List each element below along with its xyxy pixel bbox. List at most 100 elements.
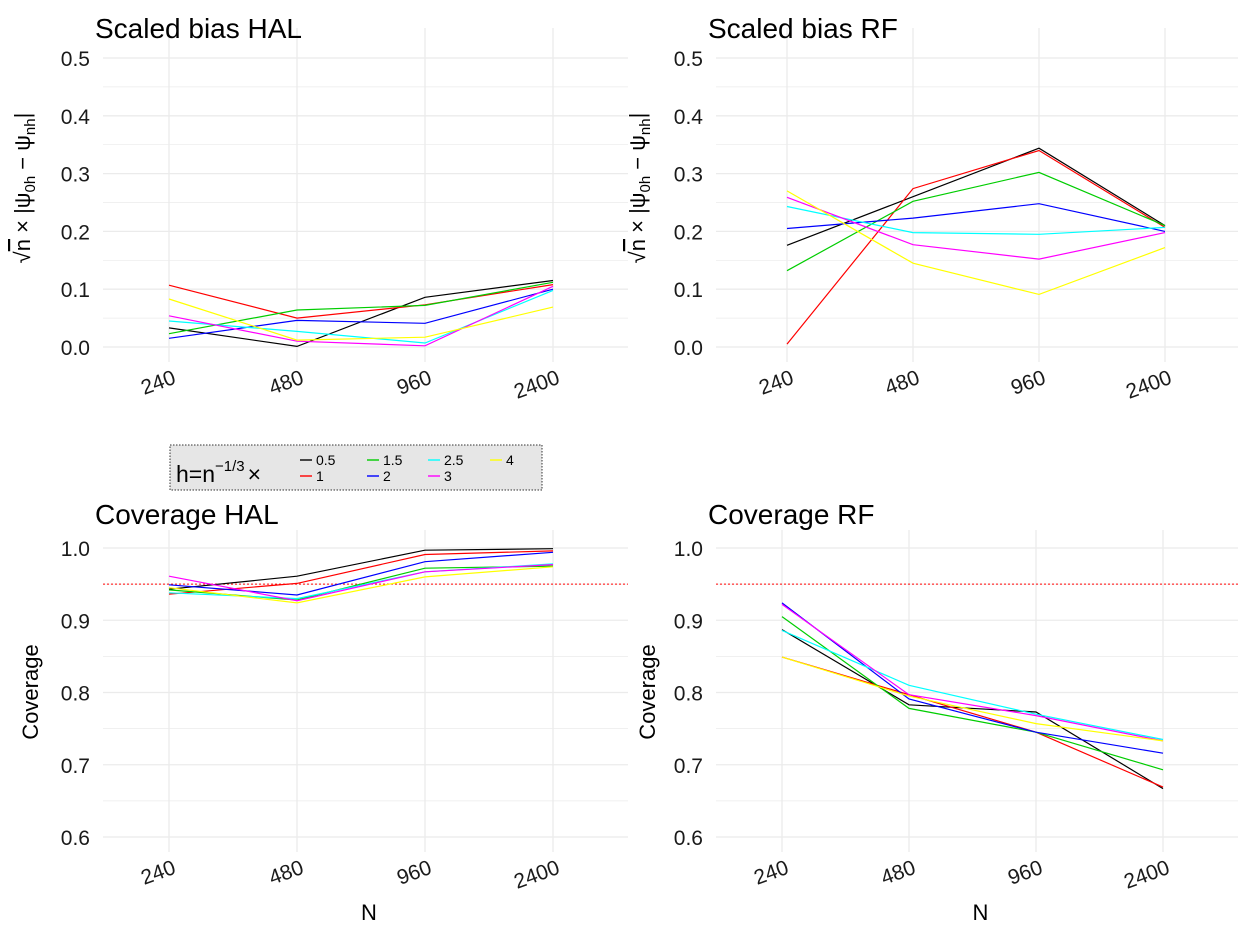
legend-entries: 0.51 1.52 2.53 4 — [300, 452, 514, 484]
series-line-2 — [786, 203, 1166, 232]
series-line-2 — [781, 602, 1164, 754]
svg-text:√n × |ψ0h − ψnh|: √n × |ψ0h − ψnh| — [625, 113, 654, 264]
series-line-2-5 — [781, 629, 1164, 741]
y-tick-label: 0.8 — [61, 683, 90, 706]
series-line-1 — [781, 656, 1164, 788]
series-line-1-5 — [781, 616, 1164, 771]
panel-scaled-bias-rf: 0.0 0.1 0.2 0.3 0.4 0.5 240 480 960 2400 Scaled bi… — [625, 13, 1238, 404]
y-tick-label: 0.0 — [61, 337, 90, 360]
series-line-3 — [786, 196, 1166, 260]
legend-label: 4 — [506, 452, 514, 468]
legend-entry-2: 2 — [367, 468, 391, 484]
series-line-3 — [168, 564, 554, 602]
panel-scaled-bias-hal: 0.0 0.1 0.2 0.3 0.4 0.5 240 480 960 2400 Scaled bi… — [10, 13, 628, 404]
x-tick-label: 2400 — [1121, 856, 1173, 894]
x-tick-label: 240 — [751, 856, 792, 890]
series-line-2 — [168, 551, 554, 596]
panel-coverage-hal: 0.6 0.7 0.8 0.9 1.0 240 480 960 2400 Coverage HAL… — [18, 499, 628, 925]
x-axis-title: N — [973, 900, 989, 925]
x-tick-label: 240 — [138, 856, 179, 890]
gridlines — [103, 530, 628, 852]
y-tick-label: 0.1 — [674, 279, 703, 302]
x-tick-label: 480 — [878, 856, 919, 890]
series-line-4 — [168, 566, 554, 604]
y-tick-label: 0.3 — [674, 164, 703, 187]
legend-title-times: × — [248, 461, 261, 487]
x-tick-label: 960 — [1008, 366, 1049, 400]
series-line-4 — [786, 190, 1166, 296]
legend-label: 1.5 — [383, 452, 403, 468]
y-axis-title: Coverage — [18, 644, 43, 739]
x-axis-title: N — [361, 900, 377, 925]
svg-text:√n × |ψ0h − ψnh|: √n × |ψ0h − ψnh| — [10, 113, 39, 264]
series-line-3 — [168, 285, 554, 347]
y-tick-label: 0.3 — [61, 164, 90, 187]
x-tick-label: 480 — [266, 366, 307, 400]
panel-title: Coverage RF — [708, 499, 875, 530]
panel-title: Scaled bias RF — [708, 13, 898, 44]
y-tick-label: 0.5 — [674, 48, 703, 71]
x-tick-label: 2400 — [511, 856, 563, 894]
legend-entry-4: 4 — [490, 452, 514, 468]
x-tick-label: 480 — [882, 366, 923, 400]
legend-entry-0-5: 0.5 — [300, 452, 336, 468]
x-tick-label: 2400 — [511, 366, 563, 404]
panel-title: Scaled bias HAL — [95, 13, 302, 44]
y-tick-label: 0.6 — [674, 827, 703, 850]
legend-box — [169, 444, 543, 491]
y-tick-label: 0.8 — [674, 683, 703, 706]
y-tick-label: 0.5 — [61, 48, 90, 71]
y-tick-label: 0.6 — [61, 827, 90, 850]
y-tick-label: 1.0 — [674, 538, 703, 561]
y-tick-label: 0.1 — [61, 279, 90, 302]
series-lines — [168, 279, 554, 348]
legend-title-main: h=n — [176, 461, 215, 487]
x-tick-label: 480 — [266, 856, 307, 890]
y-tick-label: 0.9 — [61, 610, 90, 633]
y-axis-title: √n × |ψ0h − ψnh| — [625, 113, 654, 264]
x-tick-label: 240 — [756, 366, 797, 400]
x-tick-label: 240 — [138, 366, 179, 400]
series-lines — [168, 548, 554, 604]
series-line-1-5 — [168, 281, 554, 335]
legend-entry-2-5: 2.5 — [428, 452, 464, 468]
series-line-1 — [786, 149, 1166, 345]
legend-entry-3: 3 — [428, 468, 452, 484]
series-line-2-5 — [786, 205, 1166, 235]
series-line-4 — [168, 298, 554, 341]
legend-label: 2 — [383, 468, 391, 484]
legend-label: 1 — [316, 468, 324, 484]
y-tick-label: 1.0 — [61, 538, 90, 561]
legend-label: 0.5 — [316, 452, 336, 468]
gridlines — [716, 28, 1238, 362]
x-tick-label: 960 — [394, 856, 435, 890]
series-line-1 — [168, 284, 554, 319]
series-line-2-5 — [168, 289, 554, 344]
series-lines — [786, 147, 1166, 345]
legend-title-sup: −1/3 — [215, 458, 245, 475]
panel-title: Coverage HAL — [95, 499, 279, 530]
x-tick-label: 960 — [1005, 856, 1046, 890]
legend-entry-1: 1 — [300, 468, 324, 484]
y-tick-label: 0.2 — [61, 221, 90, 244]
y-axis-title: √n × |ψ0h − ψnh| — [10, 113, 39, 264]
legend-entry-1-5: 1.5 — [367, 452, 403, 468]
series-line-0-5 — [781, 629, 1164, 790]
x-tick-label: 2400 — [1123, 366, 1175, 404]
legend-label: 3 — [444, 468, 452, 484]
y-tick-label: 0.7 — [61, 755, 90, 778]
y-tick-label: 0.2 — [674, 221, 703, 244]
x-tick-label: 960 — [394, 366, 435, 400]
legend-title: h=n−1/3 × — [176, 458, 261, 487]
series-lines — [781, 602, 1164, 790]
series-line-3 — [781, 603, 1164, 742]
legend-label: 2.5 — [444, 452, 464, 468]
series-line-4 — [781, 656, 1164, 742]
y-tick-label: 0.0 — [674, 337, 703, 360]
series-line-2 — [168, 288, 554, 339]
gridlines — [716, 530, 1238, 852]
legend: h=n−1/3 × 0.51 1.52 2.53 4 — [169, 444, 543, 491]
series-line-0-5 — [168, 548, 554, 590]
y-tick-label: 0.7 — [674, 755, 703, 778]
